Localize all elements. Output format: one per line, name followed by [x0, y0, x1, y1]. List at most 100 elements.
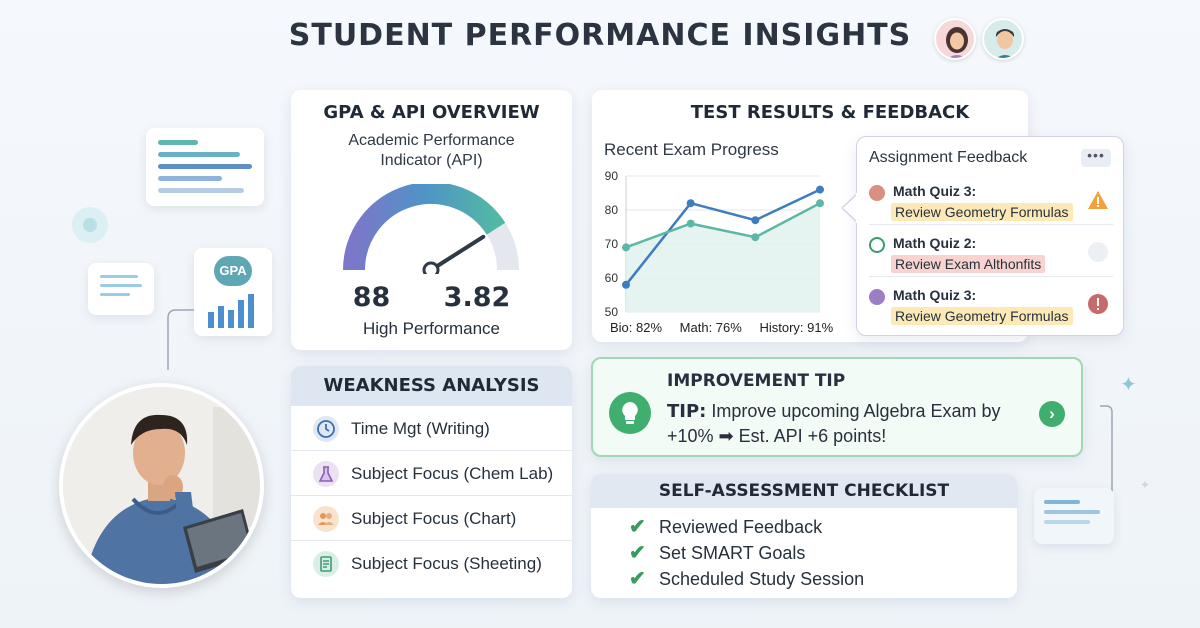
feedback-item-note: Review Exam Althonfits [891, 255, 1046, 273]
tip-title: IMPROVEMENT TIP [667, 371, 846, 391]
footer-history: History: 91% [759, 320, 834, 335]
page-title: STUDENT PERFORMANCE INSIGHTS [288, 18, 912, 53]
decorative-dot [72, 207, 108, 243]
weakness-label: Subject Focus (Chart) [351, 509, 517, 528]
feedback-title: Assignment Feedback [869, 149, 1028, 166]
footer-math: Math: 76% [679, 320, 742, 335]
feedback-item[interactable]: Math Quiz 3: Review Geometry Formulas [869, 281, 1113, 329]
data-point [751, 233, 760, 242]
weakness-item-chart[interactable]: Subject Focus (Chart) [291, 496, 572, 541]
gpa-card-title: GPA & API OVERVIEW [323, 102, 540, 123]
api-subtitle-line1: Academic Performance [348, 132, 515, 149]
weakness-label: Subject Focus (Sheeting) [351, 554, 542, 573]
data-point [622, 280, 630, 289]
floating-text-card [88, 263, 154, 315]
feedback-item-name: Math Quiz 2: [893, 235, 977, 251]
gpa-badge-card: GPA [194, 248, 272, 336]
test-card-title: TEST RESULTS & FEEDBACK [690, 102, 970, 123]
data-point [686, 199, 695, 208]
floating-doc-card [1034, 488, 1114, 544]
male-avatar-icon [996, 29, 1014, 58]
alert-icon [1088, 294, 1108, 314]
more-menu-button[interactable]: ••• [1081, 148, 1111, 167]
tip-prefix: TIP: [667, 401, 707, 422]
data-point [686, 219, 695, 228]
pending-icon [1088, 242, 1108, 262]
checklist-title: SELF-ASSESSMENT CHECKLIST [591, 474, 1017, 508]
sparkle-icon-small: ✦ [1140, 478, 1151, 492]
feedback-item[interactable]: Math Quiz 3: Review Geometry Formulas [869, 177, 1113, 225]
checklist-item-label: Reviewed Feedback [659, 517, 823, 537]
checklist-item-label: Scheduled Study Session [659, 569, 865, 589]
connector-line [167, 309, 194, 370]
weakness-item-time-mgt[interactable]: Time Mgt (Writing) [291, 406, 572, 451]
assignment-feedback-card: Assignment Feedback ••• Math Quiz 3: Rev… [842, 136, 1124, 336]
mini-bar-chart-icon [208, 294, 254, 328]
weakness-analysis-card: WEAKNESS ANALYSIS Time Mgt (Writing) Sub… [291, 366, 572, 598]
gauge-needle [429, 234, 486, 272]
chart-title: Recent Exam Progress [604, 140, 779, 159]
weakness-label: Subject Focus (Chem Lab) [351, 464, 554, 483]
status-dot [869, 289, 885, 305]
lightbulb-icon [609, 392, 651, 434]
status-dot [869, 185, 885, 201]
warning-icon [1088, 191, 1108, 209]
female-avatar[interactable] [934, 18, 976, 60]
chart-footer: Bio: 82% Math: 76% History: 91% [610, 320, 847, 335]
checkmark-icon: ✔ [629, 516, 646, 538]
api-subtitle-line2: Indicator (API) [380, 152, 483, 169]
gpa-value: 3.82 [443, 282, 511, 313]
gauge-hub [422, 261, 440, 274]
y-tick-label: 70 [605, 237, 619, 251]
user-avatars [934, 18, 1024, 60]
y-tick-label: 80 [605, 203, 619, 217]
gauge-fill [343, 184, 506, 271]
y-tick-label: 50 [605, 305, 619, 319]
tip-text: TIP: Improve upcoming Algebra Exam by +1… [667, 399, 1017, 448]
data-point [816, 185, 824, 194]
weakness-item-chem-lab[interactable]: Subject Focus (Chem Lab) [291, 451, 572, 496]
data-point [622, 243, 630, 252]
feedback-item[interactable]: Math Quiz 2: Review Exam Althonfits [869, 229, 1113, 277]
female-avatar-icon [946, 27, 968, 58]
checklist-item[interactable]: ✔ Set SMART Goals [591, 540, 1017, 566]
self-assessment-card: SELF-ASSESSMENT CHECKLIST ✔ Reviewed Fee… [591, 474, 1017, 598]
feedback-item-note: Review Geometry Formulas [891, 307, 1073, 325]
api-gauge [343, 184, 519, 274]
sparkle-icon: ✦ [1120, 374, 1137, 396]
floating-bar-card [146, 128, 264, 206]
weakness-label: Time Mgt (Writing) [351, 419, 490, 438]
exam-progress-chart: 90 80 70 60 50 [605, 169, 824, 319]
series-line [625, 188, 821, 286]
clock-icon [313, 416, 339, 442]
gauge-values: 88 3.82 [291, 282, 572, 313]
chevron-right-icon[interactable]: › [1039, 401, 1065, 427]
checklist-item[interactable]: ✔ Reviewed Feedback [591, 514, 1017, 540]
api-subtitle: Academic Performance Indicator (API) [291, 131, 572, 171]
tip-body: Improve upcoming Algebra Exam by +10% ➡ … [667, 401, 1001, 446]
weakness-title: WEAKNESS ANALYSIS [291, 366, 572, 406]
document-icon [313, 551, 339, 577]
api-value: 88 [352, 282, 391, 313]
checkmark-icon: ✔ [629, 542, 646, 564]
people-icon [313, 506, 339, 532]
checkmark-icon: ✔ [629, 568, 646, 590]
data-point [816, 199, 824, 208]
checklist-item[interactable]: ✔ Scheduled Study Session [591, 566, 1017, 592]
feedback-item-name: Math Quiz 3: [893, 287, 977, 303]
feedback-item-note: Review Geometry Formulas [891, 203, 1073, 221]
connector-line-right [1100, 405, 1113, 502]
data-point [751, 216, 760, 225]
status-dot [869, 237, 885, 253]
checklist-item-label: Set SMART Goals [659, 543, 806, 563]
y-tick-label: 60 [605, 271, 619, 285]
footer-bio: Bio: 82% [610, 320, 663, 335]
y-tick-label: 90 [605, 169, 619, 183]
weakness-item-sheeting[interactable]: Subject Focus (Sheeting) [291, 541, 572, 586]
series-line [625, 202, 821, 249]
performance-status: High Performance [362, 319, 500, 338]
male-avatar[interactable] [982, 18, 1024, 60]
callout-pointer [842, 193, 858, 223]
flask-icon [313, 461, 339, 487]
gpa-badge: GPA [214, 256, 252, 286]
